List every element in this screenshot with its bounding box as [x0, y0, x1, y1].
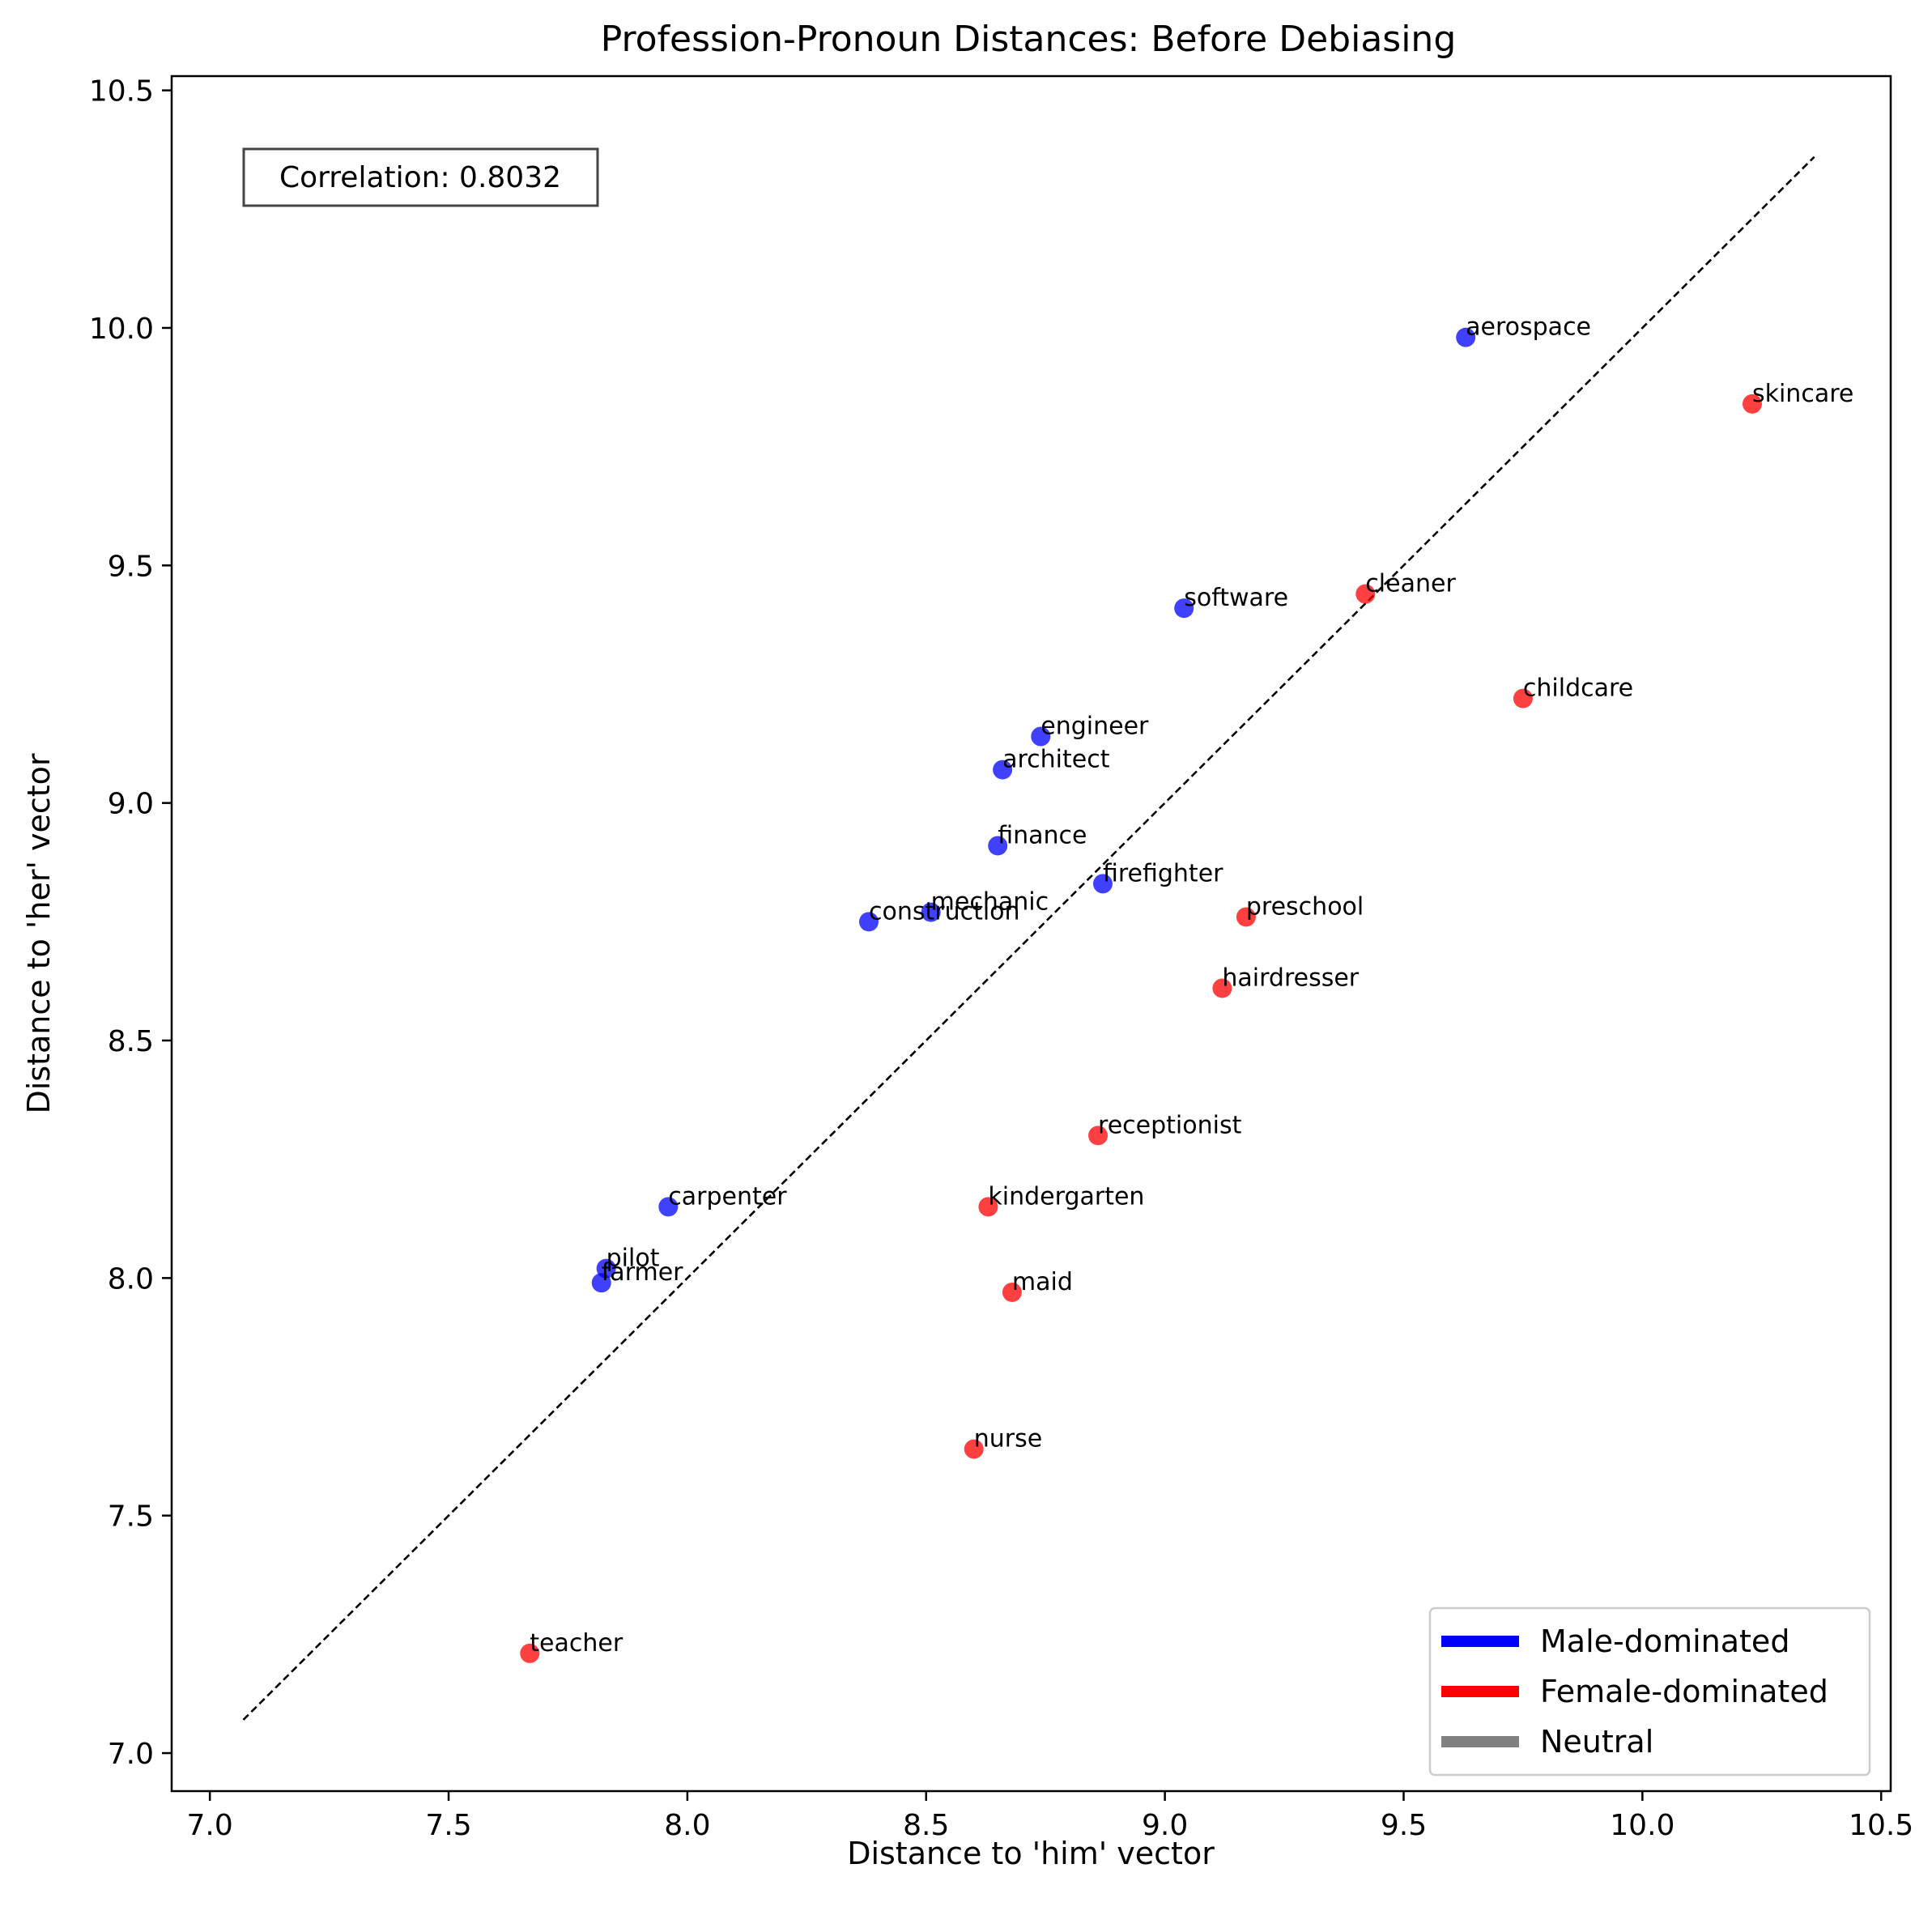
x-axis-label: Distance to 'him' vector [847, 1836, 1215, 1871]
y-tick-label: 9.5 [108, 550, 154, 583]
point-label: skincare [1752, 380, 1853, 408]
y-tick-label: 7.0 [108, 1738, 154, 1771]
point-label: software [1184, 584, 1288, 612]
point-label: teacher [530, 1629, 623, 1658]
legend-label: Male-dominated [1540, 1623, 1789, 1659]
point-label: nurse [974, 1425, 1042, 1453]
point-label: firefighter [1103, 859, 1223, 887]
x-tick-label: 10.0 [1610, 1809, 1675, 1842]
point-label: hairdresser [1222, 964, 1359, 992]
y-tick-label: 9.0 [108, 788, 154, 821]
point-label: kindergarten [988, 1182, 1144, 1211]
y-tick-label: 7.5 [108, 1500, 154, 1534]
point-label: carpenter [668, 1182, 787, 1211]
point-label: aerospace [1466, 313, 1591, 342]
x-tick-label: 10.5 [1849, 1809, 1913, 1842]
legend-label: Neutral [1540, 1724, 1653, 1760]
point-label: engineer [1040, 713, 1149, 741]
x-tick-label: 8.0 [664, 1809, 710, 1842]
y-tick-label: 8.0 [108, 1262, 154, 1296]
legend-swatch [1441, 1736, 1519, 1747]
correlation-annotation-text: Correlation: 0.8032 [279, 161, 561, 194]
chart-title: Profession-Pronoun Distances: Before Deb… [601, 19, 1457, 60]
legend: Male-dominated Female-dominated Neutral [1430, 1608, 1870, 1775]
point-label: childcare [1523, 675, 1633, 703]
correlation-annotation: Correlation: 0.8032 [244, 149, 598, 206]
point-label: receptionist [1098, 1111, 1242, 1139]
point-label: maid [1012, 1268, 1073, 1296]
point-label: finance [998, 821, 1087, 849]
point-label: preschool [1246, 892, 1364, 921]
y-tick-label: 8.5 [108, 1025, 154, 1058]
x-tick-label: 9.5 [1381, 1809, 1427, 1842]
y-tick-label: 10.0 [89, 313, 154, 346]
point-label: architect [1002, 746, 1110, 774]
y-tick-label: 10.5 [89, 75, 154, 109]
x-tick-label: 7.0 [187, 1809, 233, 1842]
point-label: farmer [602, 1258, 683, 1287]
legend-label: Female-dominated [1540, 1674, 1828, 1709]
point-label: cleaner [1365, 570, 1456, 598]
y-axis-label: Distance to 'her' vector [21, 753, 57, 1113]
legend-swatch [1441, 1686, 1519, 1697]
legend-swatch [1441, 1636, 1519, 1647]
x-tick-label: 7.5 [425, 1809, 471, 1842]
point-label: construction [869, 897, 1020, 926]
